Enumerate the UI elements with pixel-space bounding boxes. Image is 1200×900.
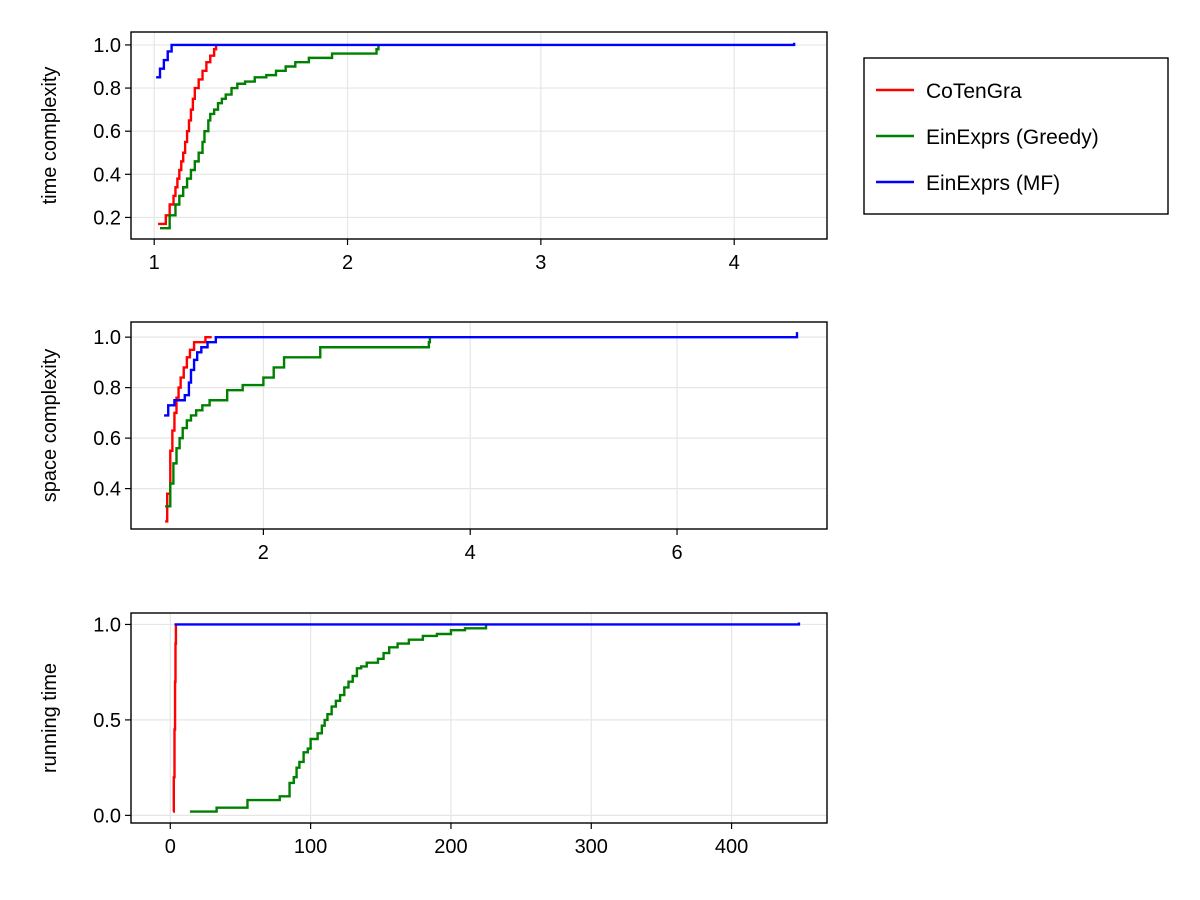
plot-frame (130, 321, 828, 530)
x-tick-label: 6 (671, 542, 682, 564)
legend-box (863, 57, 1169, 215)
series-line-cotengra (165, 335, 212, 523)
series-line-einexprs-mf (156, 42, 796, 79)
plot-frame (130, 612, 828, 824)
y-tick-label: 0.4 (93, 164, 121, 186)
y-tick-label: 1.0 (93, 327, 121, 349)
space-complexity-panel: 2 4 6 0.4 0.6 0.8 1.0 space complexity (39, 321, 828, 564)
y-tick-label: 0.2 (93, 207, 121, 229)
series-line-einexprs-greedy (189, 624, 488, 813)
y-tick-label: 1.0 (93, 35, 121, 57)
x-tick-label: 200 (434, 836, 467, 858)
x-tick-label: 300 (575, 836, 608, 858)
y-axis-label: running time (39, 663, 61, 773)
x-tick-label: 3 (535, 252, 546, 274)
y-tick-label: 0.8 (93, 78, 121, 100)
y-tick-label: 0.6 (93, 121, 121, 143)
x-tick-label: 2 (258, 542, 269, 564)
y-tick-label: 0.6 (93, 428, 121, 450)
series-line-cotengra (172, 624, 178, 813)
plot-frame (130, 31, 828, 240)
x-tick-label: 0 (165, 836, 176, 858)
legend-label-cotengra: CoTenGra (926, 80, 1022, 103)
y-tick-label: 0.8 (93, 378, 121, 400)
y-tick-label: 0.0 (93, 805, 121, 827)
y-tick-label: 0.5 (93, 710, 121, 732)
y-tick-label: 0.4 (93, 479, 121, 501)
y-axis-label: time complexity (39, 67, 61, 205)
x-tick-label: 2 (342, 252, 353, 274)
series-line-einexprs-mf (164, 332, 799, 417)
series-line-cotengra (158, 44, 218, 226)
x-tick-label: 1 (149, 252, 160, 274)
legend-label-einexprs-greedy: EinExprs (Greedy) (926, 126, 1099, 149)
x-tick-label: 4 (729, 252, 740, 274)
legend-label-einexprs-mf: EinExprs (MF) (926, 172, 1060, 195)
x-tick-label: 4 (465, 542, 476, 564)
series-line-einexprs-greedy (165, 337, 432, 508)
legend: CoTenGra EinExprs (Greedy) EinExprs (MF) (863, 57, 1169, 215)
series-line-einexprs-mf (174, 622, 801, 626)
time-complexity-panel: 1 2 3 4 0.2 0.4 0.6 0.8 1.0 time complexity (39, 31, 828, 274)
y-tick-label: 1.0 (93, 614, 121, 636)
x-tick-label: 400 (715, 836, 748, 858)
series-line-einexprs-greedy (160, 44, 380, 230)
running-time-panel: 0 100 200 300 400 0.0 0.5 1.0 running time (39, 612, 828, 858)
y-axis-label: space complexity (39, 349, 61, 502)
x-tick-label: 100 (294, 836, 327, 858)
